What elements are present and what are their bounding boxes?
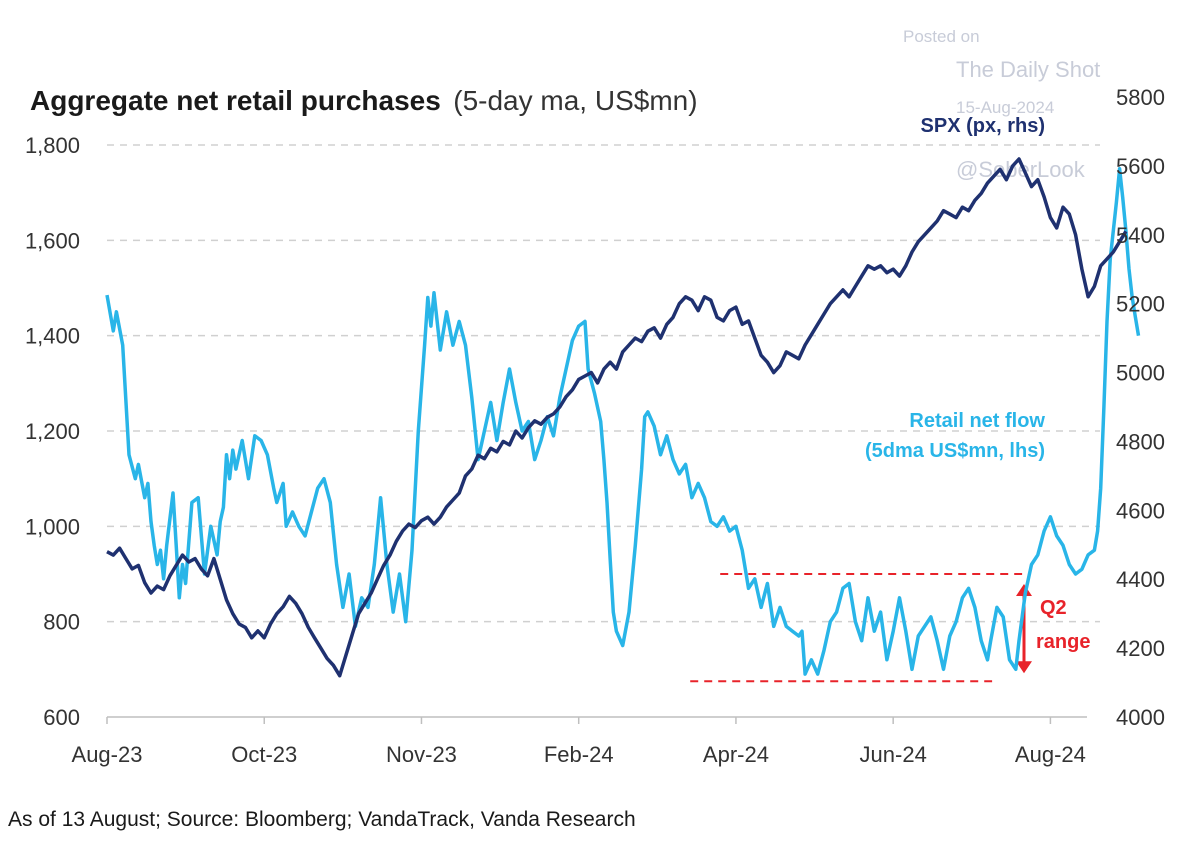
y-left-tick-label: 800: [43, 610, 80, 635]
y-right-tick-label: 5800: [1116, 85, 1165, 110]
q2-arrow-head-up: [1016, 584, 1032, 596]
x-tick-label: Aug-23: [72, 742, 143, 767]
x-tick-label: Nov-23: [386, 742, 457, 767]
watermark-posted-on: Posted on: [903, 27, 980, 46]
y-right-tick-label: 5000: [1116, 361, 1165, 386]
y-left-tick-label: 1,800: [25, 133, 80, 158]
x-tick-label: Apr-24: [703, 742, 769, 767]
source-note: As of 13 August; Source: Bloomberg; Vand…: [8, 808, 636, 831]
x-tick-label: Jun-24: [860, 742, 927, 767]
y-right-tick-label: 5200: [1116, 292, 1165, 317]
y-right-tick-label: 5600: [1116, 154, 1165, 179]
series-lines: [105, 157, 1141, 678]
axes: [106, 716, 1087, 724]
spx-series-label: SPX (px, rhs): [921, 115, 1045, 137]
q2-range-annotation: [690, 573, 1032, 683]
q2-arrow-head-down: [1016, 661, 1032, 674]
chart-title-group: Aggregate net retail purchases (5-day ma…: [30, 85, 698, 116]
y-right-tick-label: 4800: [1116, 429, 1165, 454]
spx-line: [106, 157, 1128, 678]
y-left-tick-label: 1,200: [25, 419, 80, 444]
retail-series-sublabel: (5dma US$mn, lhs): [865, 440, 1045, 462]
retail-net-flow-line: [105, 167, 1141, 676]
y-right-tick-label: 4200: [1116, 636, 1165, 661]
x-tick-label: Oct-23: [231, 742, 297, 767]
y-right-tick-label: 4000: [1116, 705, 1165, 730]
y-right-tick-label: 4600: [1116, 498, 1165, 523]
chart-title: Aggregate net retail purchases: [30, 85, 441, 116]
watermark-date: 15-Aug-2024: [956, 98, 1054, 117]
retail-series-label: Retail net flow: [909, 410, 1045, 432]
y-right-tick-label: 4400: [1116, 567, 1165, 592]
chart-subtitle: (5-day ma, US$mn): [453, 85, 697, 116]
x-tick-label: Aug-24: [1015, 742, 1086, 767]
y-right-tick-label: 5400: [1116, 223, 1165, 248]
q2-label: Q2: [1040, 597, 1067, 619]
y-left-tick-label: 1,600: [25, 228, 80, 253]
y-left-tick-label: 1,400: [25, 324, 80, 349]
tick-labels: 600 800 1,000 1,200 1,400 1,600 1,800 4000 4200 4…: [25, 85, 1165, 767]
x-tick-label: Feb-24: [544, 742, 614, 767]
grid-lines: [107, 144, 1100, 623]
y-left-tick-label: 1,000: [25, 514, 80, 539]
watermark-site: The Daily Shot: [956, 57, 1100, 82]
y-left-tick-label: 600: [43, 705, 80, 730]
q2-range-label: range: [1036, 631, 1090, 653]
